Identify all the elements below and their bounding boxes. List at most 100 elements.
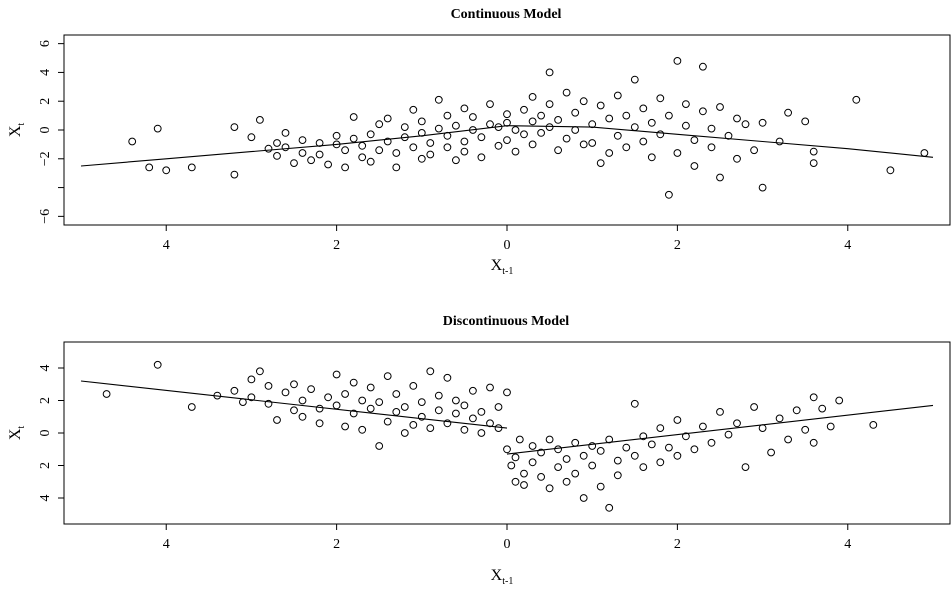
data-point	[571, 126, 580, 134]
data-point	[554, 445, 562, 454]
plot-frame	[63, 341, 951, 525]
data-point	[298, 412, 307, 421]
data-point	[528, 442, 537, 450]
data-point	[588, 120, 597, 129]
data-point	[298, 136, 307, 145]
y-tick-label: 4	[38, 69, 53, 76]
continuous-model-panel: Continuous Model 4 2 0 2 4 −6 −2 0 2 4 6 Xt-1 Xt	[7, 7, 951, 277]
data-point	[400, 429, 409, 437]
data-point	[494, 123, 503, 131]
data-point	[596, 159, 605, 168]
x-tick-label: 2	[333, 238, 340, 253]
data-point	[503, 136, 511, 145]
data-point	[383, 114, 392, 123]
data-point	[332, 131, 341, 140]
data-point	[673, 451, 682, 460]
data-point	[443, 373, 452, 382]
data-point	[486, 383, 494, 392]
data-point	[579, 494, 588, 502]
data-point	[349, 113, 358, 121]
data-point	[511, 477, 520, 486]
data-point	[358, 396, 367, 405]
data-point	[426, 139, 435, 147]
y-tick-label: 2	[38, 98, 53, 105]
x-axis-label: Xt-1	[491, 257, 514, 277]
data-point	[315, 139, 324, 147]
data-point	[818, 404, 827, 413]
y-tick-label: 6	[38, 40, 53, 47]
data-point	[758, 424, 767, 433]
x-tick-label: 4	[844, 537, 851, 552]
x-tick-label: 0	[504, 537, 511, 552]
data-point	[537, 129, 545, 137]
data-point	[247, 133, 256, 142]
data-point	[426, 424, 435, 433]
data-point	[613, 471, 622, 480]
data-point	[605, 503, 614, 512]
y-axis: −6 −2 0 2 4 6	[38, 40, 64, 224]
data-point	[366, 404, 375, 413]
y-tick-label: 4	[38, 495, 53, 502]
data-point	[537, 473, 545, 481]
data-point	[349, 134, 358, 143]
data-point	[187, 403, 196, 411]
data-point	[750, 146, 758, 155]
data-point	[639, 432, 648, 441]
fit-line-group	[80, 380, 934, 455]
data-point	[545, 435, 554, 444]
data-points	[102, 360, 878, 512]
data-point	[341, 146, 350, 155]
x-tick-label: 4	[163, 238, 170, 253]
data-point	[596, 482, 605, 491]
data-point	[400, 133, 409, 142]
data-point	[724, 131, 733, 140]
data-point	[784, 435, 792, 444]
data-point	[315, 150, 324, 159]
x-tick-label: 2	[333, 537, 340, 552]
data-point	[409, 105, 418, 114]
data-point	[375, 120, 384, 129]
data-point	[341, 390, 350, 398]
data-point	[452, 396, 460, 405]
fit-line-group	[80, 125, 934, 167]
data-point	[315, 419, 324, 428]
data-point	[460, 147, 469, 156]
data-point	[452, 409, 460, 418]
data-point	[460, 104, 469, 113]
data-point	[886, 166, 895, 175]
data-point	[298, 149, 307, 157]
data-point	[562, 88, 571, 97]
data-point	[835, 396, 844, 405]
plot-frame	[63, 34, 951, 226]
data-point	[273, 139, 281, 147]
data-point	[443, 419, 452, 428]
data-point	[247, 375, 256, 384]
data-point	[145, 163, 154, 172]
data-point	[477, 133, 486, 142]
data-point	[230, 386, 239, 395]
data-point	[733, 419, 741, 428]
x-tick-label: 2	[674, 537, 681, 552]
data-point	[486, 419, 494, 428]
data-point	[656, 94, 665, 103]
data-point	[307, 385, 316, 394]
data-point	[290, 380, 298, 389]
data-point	[375, 398, 384, 407]
data-point	[375, 442, 384, 450]
data-point	[639, 137, 648, 146]
data-point	[290, 406, 298, 415]
data-point	[281, 388, 290, 397]
data-point	[596, 447, 605, 455]
data-point	[503, 110, 511, 119]
data-point	[349, 378, 358, 387]
data-point	[460, 425, 469, 434]
data-point	[665, 190, 673, 199]
data-point	[315, 404, 324, 413]
data-point	[571, 108, 580, 117]
data-point	[579, 97, 588, 106]
data-point	[758, 118, 767, 127]
data-point	[332, 140, 341, 149]
data-point	[392, 149, 401, 157]
data-point	[920, 149, 929, 157]
x-tick-label: 2	[674, 238, 681, 253]
